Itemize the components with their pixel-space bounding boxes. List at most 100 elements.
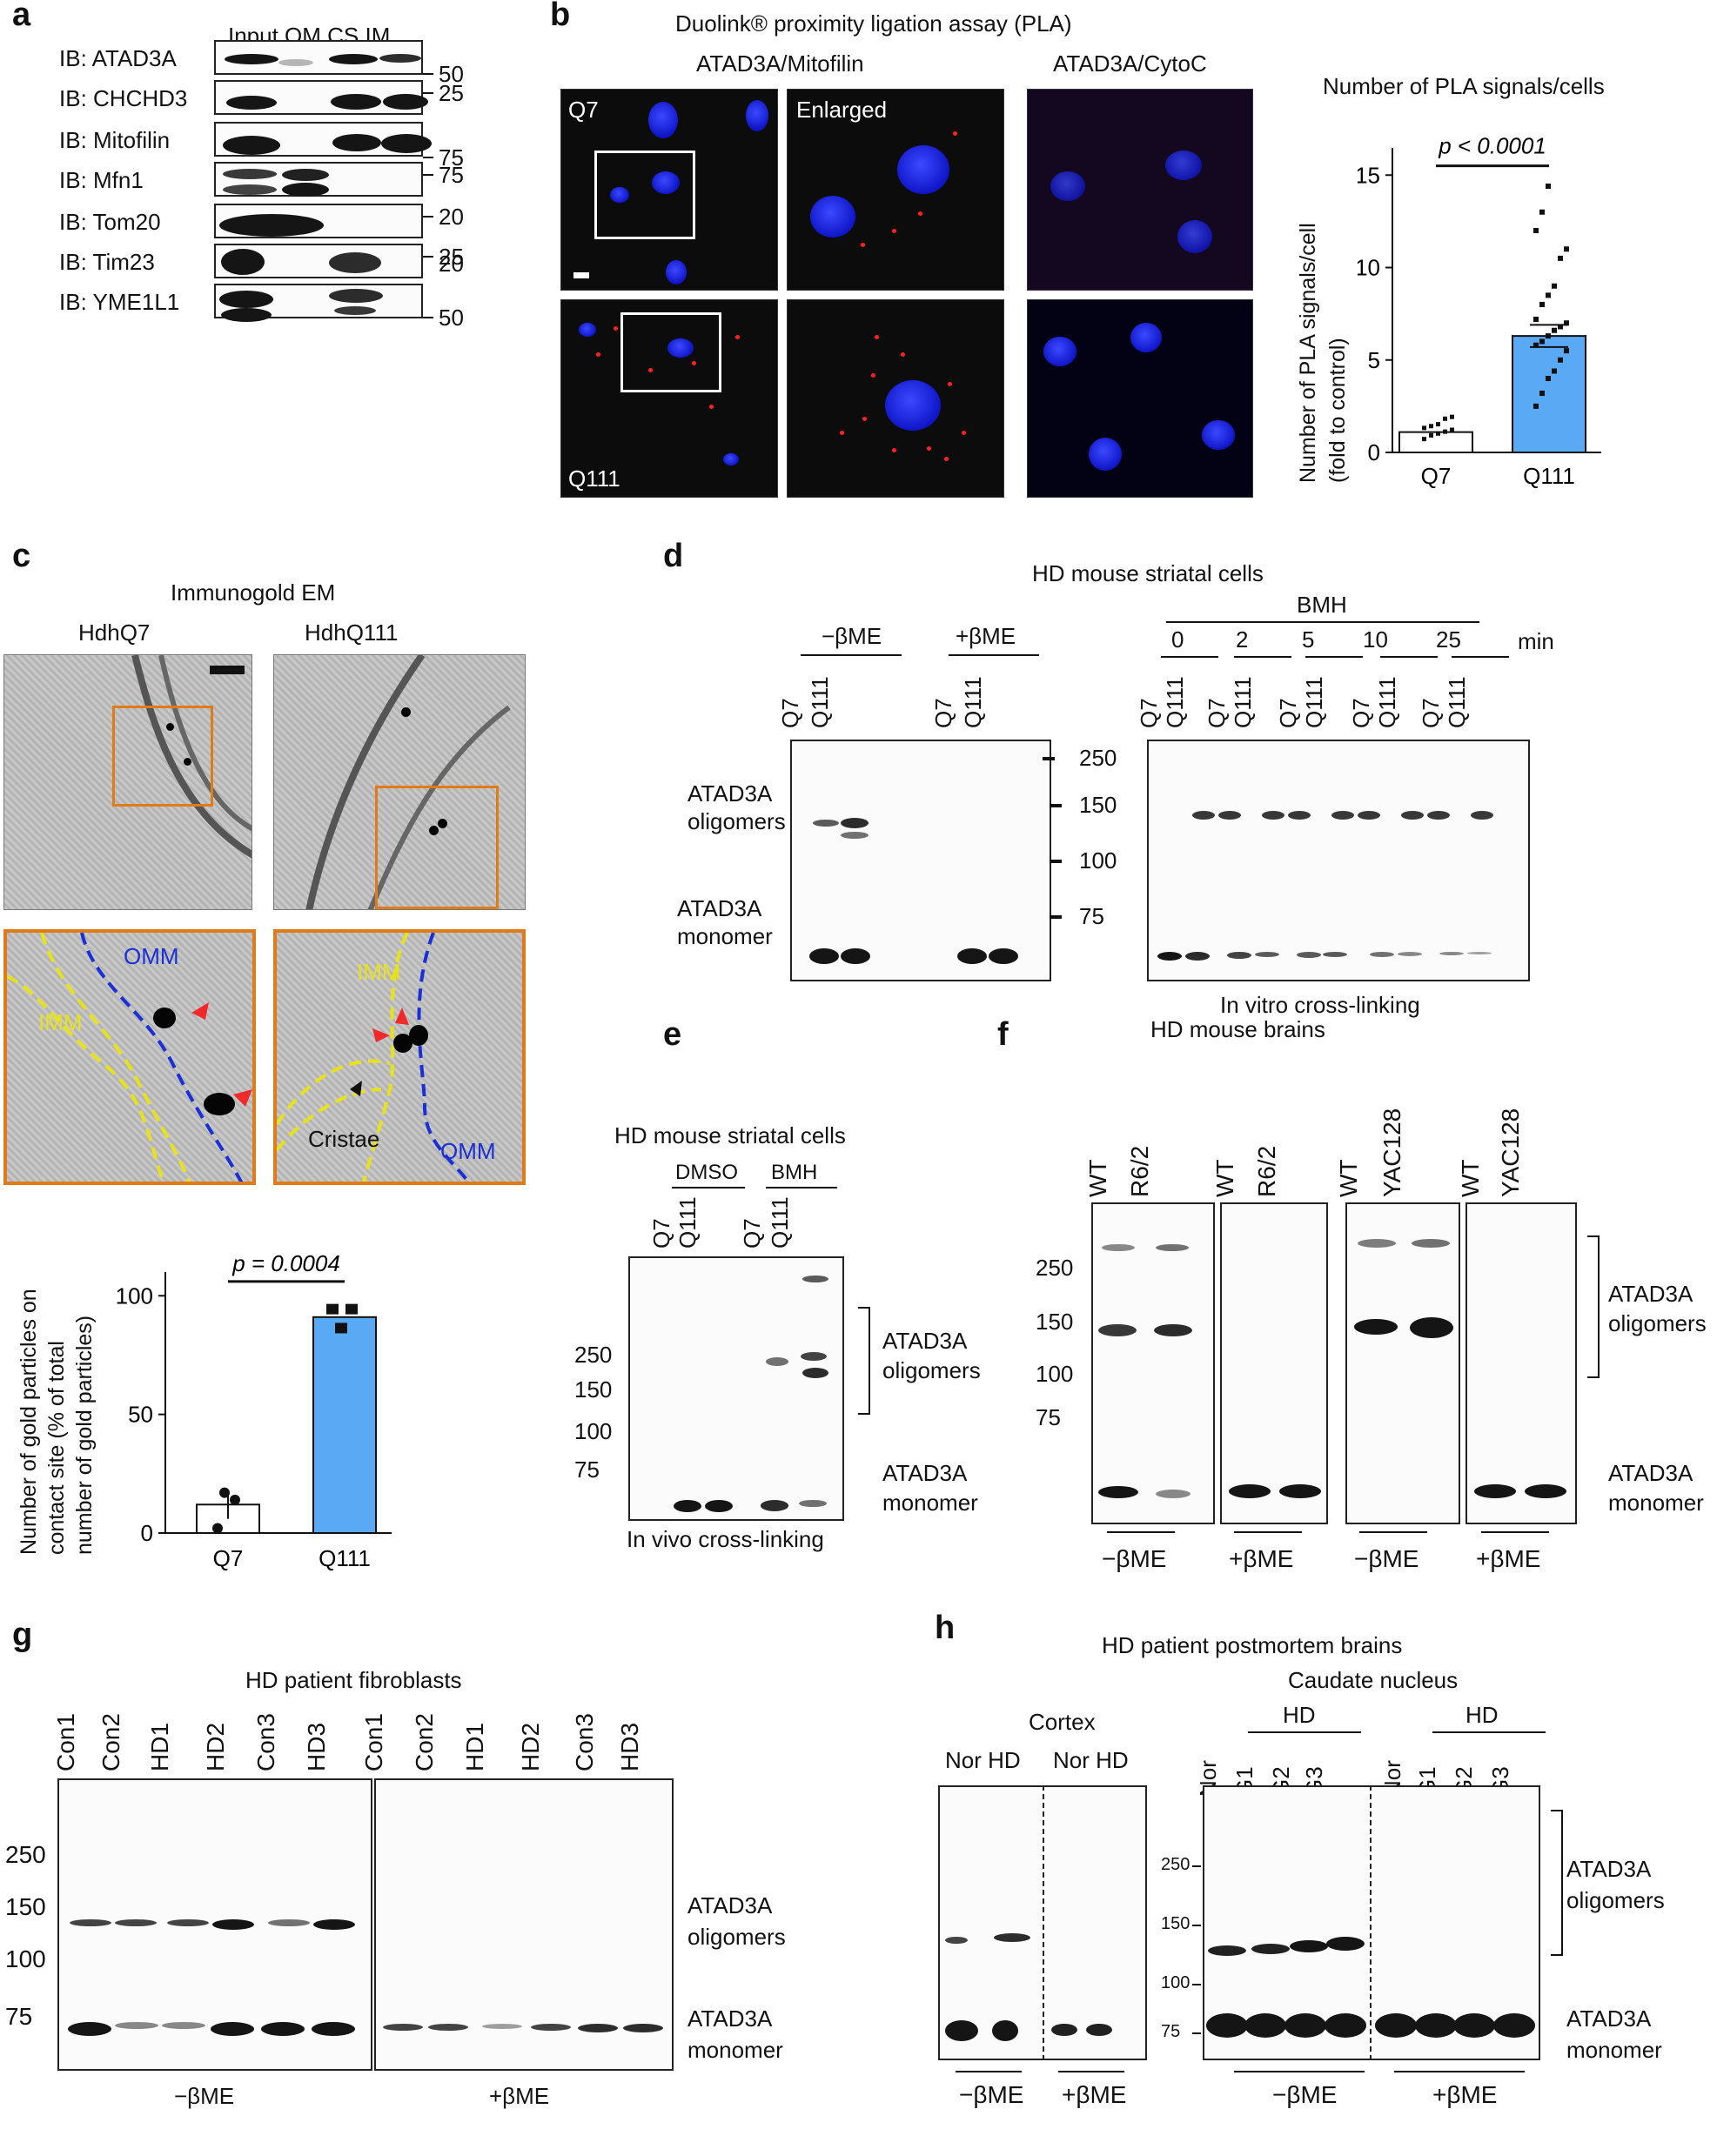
panel-c-col1: HdhQ7 bbox=[78, 619, 151, 646]
bme-label: +βME bbox=[1476, 1545, 1541, 1572]
data-point bbox=[1533, 317, 1539, 322]
panel-a-row-label: IB: Tom20 bbox=[59, 209, 161, 235]
time-underline bbox=[1305, 656, 1363, 658]
time-label: 5 bbox=[1302, 626, 1315, 653]
panel-a-row-label: IB: Tim23 bbox=[59, 249, 155, 275]
panel-f-letter: f bbox=[997, 1016, 1009, 1053]
lane-label: Q7 bbox=[930, 698, 956, 728]
panel-h-norhd-2: Nor HD bbox=[1053, 1747, 1129, 1773]
lane-label: HD2 bbox=[202, 1722, 229, 1771]
pla-chart: 0 5 10 15 Q7 Q111 p < 0.0001 bbox=[1358, 133, 1601, 489]
panel-e-blot bbox=[628, 1256, 844, 1521]
data-point bbox=[1436, 431, 1440, 436]
x-tick-label: Q7 bbox=[1421, 463, 1452, 489]
monomer-band bbox=[68, 2022, 111, 2036]
data-point bbox=[1539, 209, 1545, 215]
monomer-band bbox=[1439, 952, 1464, 955]
bme-underline bbox=[1481, 1531, 1549, 1533]
panel-e-oligomers-label: ATAD3A oligomers bbox=[882, 1328, 981, 1383]
lane-label: Q111 bbox=[1162, 676, 1188, 728]
lane-label: WT bbox=[1457, 1159, 1484, 1197]
monomer-band bbox=[211, 2022, 254, 2036]
panel-d-letter: d bbox=[663, 538, 684, 574]
monomer-band bbox=[115, 2022, 158, 2029]
bme-underline bbox=[956, 2071, 1022, 2072]
monomer-band bbox=[1229, 1484, 1271, 1498]
data-point bbox=[1552, 283, 1557, 289]
mw-label: 250 bbox=[1036, 1255, 1074, 1281]
panel-a-letter: a bbox=[12, 0, 31, 33]
monomer-band bbox=[1157, 952, 1182, 961]
lane-label: HD2 bbox=[517, 1722, 544, 1771]
data-point bbox=[1546, 184, 1551, 189]
oligomer-band bbox=[212, 1919, 254, 1930]
data-point bbox=[335, 1322, 347, 1334]
panel-d-oligomers-label: ATAD3A oligomers bbox=[687, 780, 786, 834]
panel-g-blot-right bbox=[374, 1778, 674, 2071]
monomer-band bbox=[1156, 1490, 1190, 1498]
oligomer-band bbox=[1290, 1940, 1328, 1952]
lane-label: R6/2 bbox=[1253, 1145, 1280, 1197]
panel-b-col2: ATAD3A/CytoC bbox=[1053, 50, 1207, 77]
bme-underline bbox=[1359, 1531, 1427, 1533]
gold-chart-ylabel-3: number of gold particles) bbox=[72, 1315, 97, 1555]
bme-label: +βME bbox=[1432, 2081, 1498, 2108]
mw-label: 75 bbox=[1079, 903, 1104, 929]
data-point bbox=[1539, 302, 1545, 307]
mw-label: 100 bbox=[1036, 1361, 1074, 1387]
bme-underline bbox=[1234, 1531, 1302, 1533]
panel-a-mw-label-2: 20 bbox=[439, 251, 464, 277]
pla-image-q111-mitofilin: Q111 bbox=[560, 299, 778, 498]
time-underline bbox=[1161, 656, 1218, 658]
panel-e-letter: e bbox=[663, 1016, 682, 1053]
gold-chart-ylabel-1: Number of gold particles on bbox=[17, 1289, 41, 1555]
panel-a-row-label: IB: CHCHD3 bbox=[59, 85, 188, 111]
data-point bbox=[1546, 333, 1551, 339]
panel-a-blot-strip bbox=[214, 244, 423, 278]
mw-tick bbox=[1043, 757, 1055, 760]
lane-label: Q7 bbox=[1275, 698, 1301, 728]
lane-label: HD3 bbox=[303, 1722, 330, 1771]
blot-band bbox=[282, 183, 329, 197]
time-underline bbox=[1380, 656, 1438, 658]
monomer-band bbox=[992, 2020, 1018, 2041]
lane-label: WT bbox=[1211, 1159, 1238, 1197]
mw-label: 250 bbox=[5, 1841, 46, 1868]
oligomer-band bbox=[813, 820, 839, 827]
data-point bbox=[1564, 348, 1569, 354]
mw-tick bbox=[423, 157, 433, 158]
panel-a-mw-label: 20 bbox=[439, 204, 464, 230]
mw-label: 250 bbox=[1161, 1855, 1190, 1874]
lane-label: Q111 bbox=[1301, 676, 1327, 728]
oligomer-band bbox=[1156, 1244, 1189, 1251]
monomer-band bbox=[162, 2022, 205, 2029]
mw-label: 150 bbox=[1079, 792, 1117, 818]
lane-label: HD3 bbox=[616, 1722, 643, 1771]
panel-b-title: Duolink® proximity ligation assay (PLA) bbox=[675, 10, 1072, 37]
panel-f-blot-4 bbox=[1465, 1202, 1577, 1524]
panel-d-title: HD mouse striatal cells bbox=[1032, 560, 1264, 586]
oligomer-band bbox=[70, 1919, 111, 1926]
oligomer-band bbox=[1358, 1239, 1396, 1248]
label-imm-q7: IMM bbox=[38, 1009, 83, 1035]
em-zoom-hdhq7: OMM IMM bbox=[3, 929, 256, 1185]
monomer-band bbox=[1279, 1484, 1321, 1498]
blot-band bbox=[329, 54, 378, 64]
blot-band bbox=[225, 54, 278, 64]
data-point bbox=[345, 1303, 358, 1315]
mw-label: 150 bbox=[1036, 1309, 1074, 1335]
oligomer-band bbox=[1288, 811, 1311, 820]
lane-label: Q7 bbox=[1418, 698, 1444, 728]
monomer-band bbox=[1255, 952, 1279, 957]
data-point bbox=[1564, 246, 1569, 252]
panel-h-caudate: Caudate nucleus bbox=[1288, 1667, 1459, 1693]
data-point bbox=[1546, 376, 1551, 381]
bme-label: −βME bbox=[1272, 2081, 1338, 2108]
panel-f-blot-2 bbox=[1220, 1202, 1328, 1524]
monomer-band bbox=[1467, 952, 1492, 954]
oligomer-band bbox=[1098, 1324, 1137, 1336]
data-point bbox=[1539, 338, 1545, 345]
mw-tick bbox=[1192, 1865, 1201, 1867]
panel-e-footer: In vivo cross-linking bbox=[627, 1526, 824, 1552]
panel-h-letter: h bbox=[935, 1610, 956, 1646]
